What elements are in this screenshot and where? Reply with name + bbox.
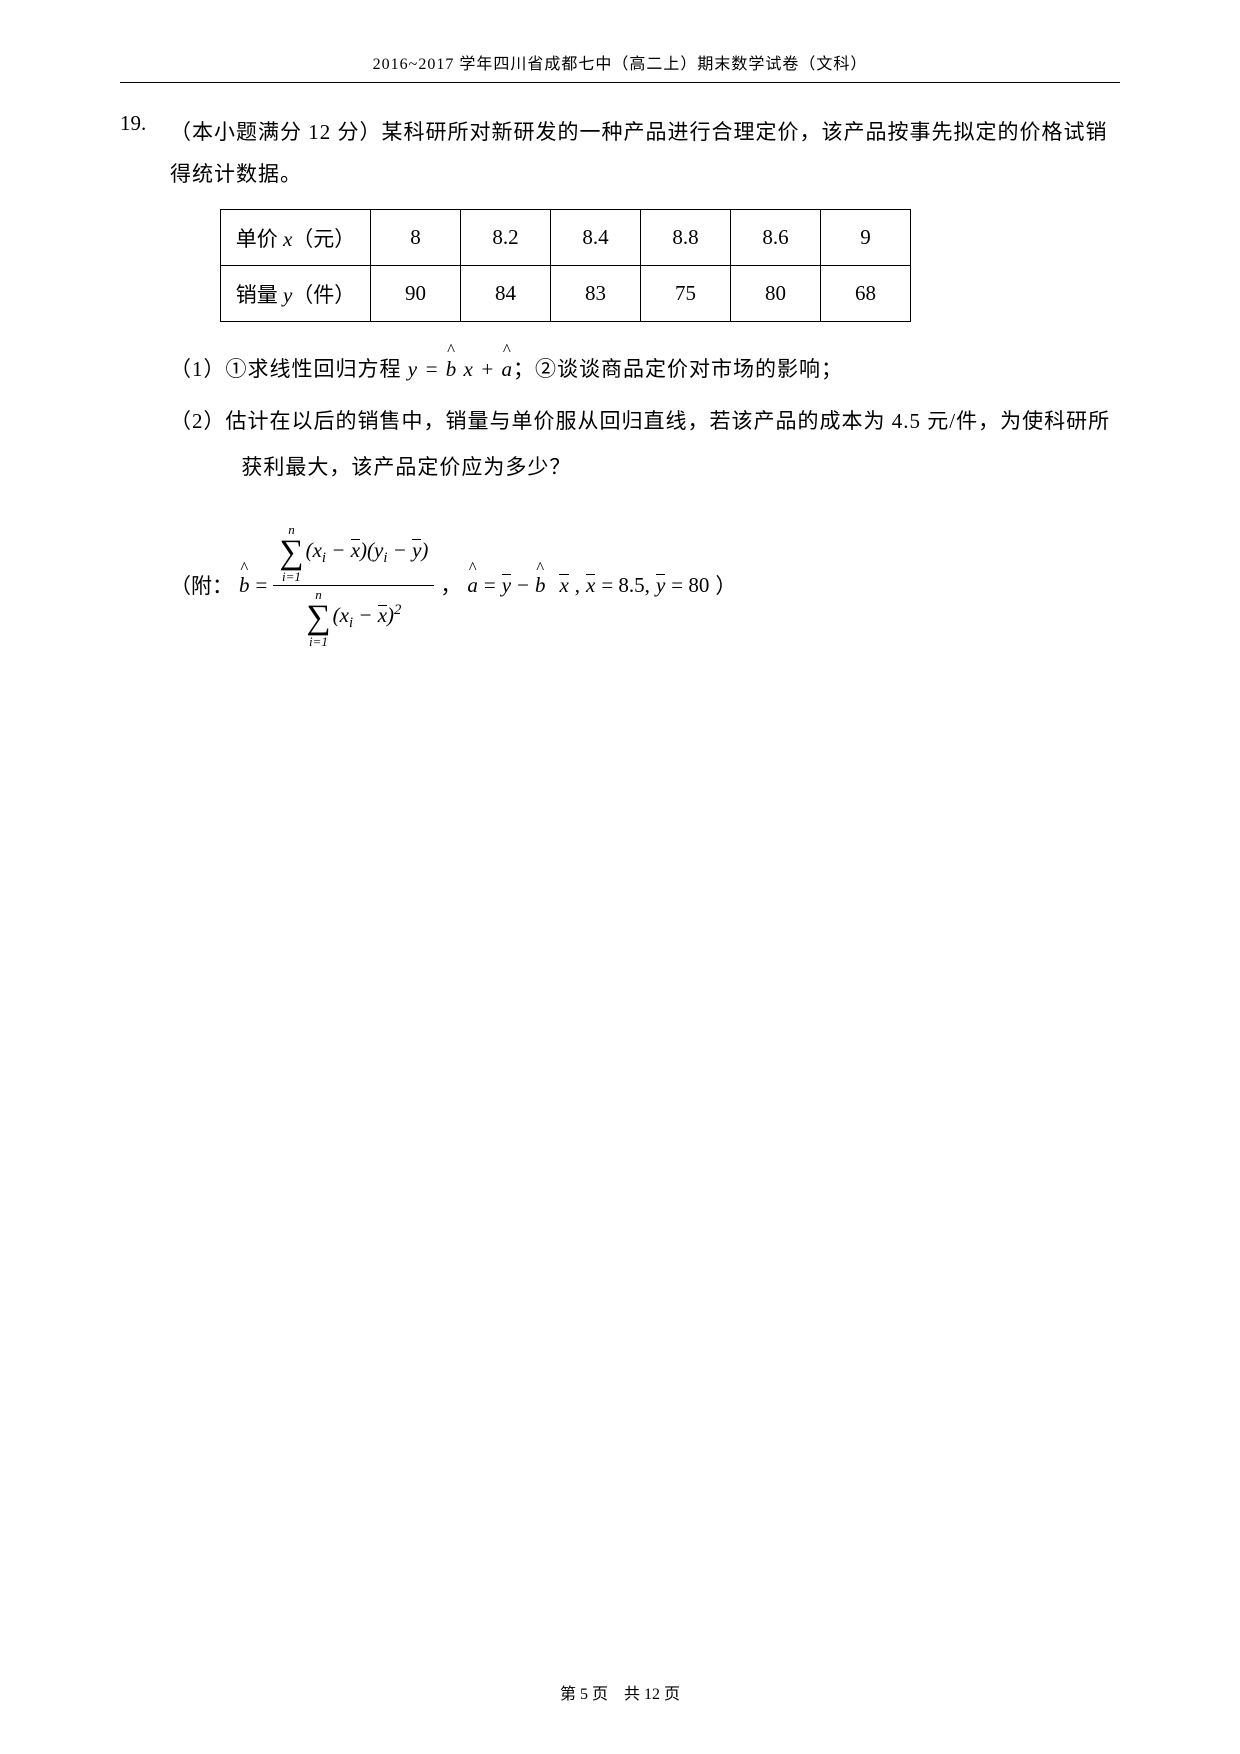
row2-label: 销量 xyxy=(236,283,283,307)
bhat: b xyxy=(535,573,546,598)
header-title: 2016~2017 学年四川省成都七中（高二上）期末数学试卷（文科） xyxy=(373,56,868,73)
num-part: (xi − x)(yi − y) xyxy=(306,538,429,567)
eq-y: y xyxy=(408,357,418,381)
page-header: 2016~2017 学年四川省成都七中（高二上）期末数学试卷（文科） xyxy=(120,50,1120,83)
row2-unit: （件） xyxy=(292,283,355,307)
row2-header: 销量 y（件） xyxy=(221,266,371,322)
stem-l1: 某科研所对新研发的一种产品进行合理定价，该产品按事先拟定的价格试销 xyxy=(382,120,1108,144)
t: ) xyxy=(421,538,428,562)
sub1-p1: ①求线性回归方程 xyxy=(226,357,408,381)
numerator: n ∑ i=1 (xi − x)(yi − y) xyxy=(273,521,434,585)
ybar: y xyxy=(656,573,665,598)
table-cell: 8 xyxy=(371,210,461,266)
sub-question-1: （1）①求线性回归方程 y = b x + a；②谈谈商品定价对市场的影响； xyxy=(170,346,1120,392)
data-table-wrap: 单价 x（元） 8 8.2 8.4 8.8 8.6 9 销量 y（件） 90 8… xyxy=(220,209,1120,322)
regression-equation: y = b x + a xyxy=(408,357,513,381)
ybar: y xyxy=(502,573,511,598)
sum-bot: i=1 xyxy=(282,570,301,583)
t: (x xyxy=(306,538,322,562)
question-stem-line1: （本小题满分 12 分）某科研所对新研发的一种产品进行合理定价，该产品按事先拟定… xyxy=(170,111,1108,153)
table-row: 销量 y（件） 90 84 83 75 80 68 xyxy=(221,266,911,322)
question-body: 19. （本小题满分 12 分）某科研所对新研发的一种产品进行合理定价，该产品按… xyxy=(120,111,1120,650)
sigma-icon: ∑ xyxy=(279,536,303,570)
row1-unit: （元） xyxy=(292,227,355,251)
exp: 2 xyxy=(394,602,401,618)
table-cell: 9 xyxy=(821,210,911,266)
f-eq: = xyxy=(256,573,268,598)
f-mid: ， xyxy=(440,570,461,600)
sub-question-2: （2）估计在以后的销售中，销量与单价服从回归直线，若该产品的成本为 4.5 元/… xyxy=(170,398,1120,490)
sub2-line2: 获利最大，该产品定价应为多少？ xyxy=(170,444,1120,490)
table-cell: 83 xyxy=(551,266,641,322)
xbar: x xyxy=(378,603,387,628)
sigma-icon: ∑ xyxy=(306,601,330,635)
table-row: 单价 x（元） 8 8.2 8.4 8.8 8.6 9 xyxy=(221,210,911,266)
row1-var: x xyxy=(283,227,292,251)
eq-plus: + xyxy=(474,357,502,381)
t: = 80 xyxy=(671,573,709,598)
page: 2016~2017 学年四川省成都七中（高二上）期末数学试卷（文科） 19. （… xyxy=(0,0,1240,650)
t: , xyxy=(575,573,580,598)
t: (x xyxy=(333,603,349,627)
table-cell: 8.6 xyxy=(731,210,821,266)
denominator: n ∑ i=1 (xi − x)2 xyxy=(300,586,407,650)
sub1-p2: ；②谈谈商品定价对市场的影响； xyxy=(513,357,843,381)
xbar: x xyxy=(351,538,360,563)
t: = 8.5, xyxy=(601,573,650,598)
table-cell: 90 xyxy=(371,266,461,322)
row1-label: 单价 xyxy=(236,227,283,251)
table-cell: 8.4 xyxy=(551,210,641,266)
xbar: x xyxy=(586,573,595,598)
table-cell: 8.2 xyxy=(461,210,551,266)
row1-header: 单价 x（元） xyxy=(221,210,371,266)
table-cell: 8.8 xyxy=(641,210,731,266)
t: − xyxy=(387,538,412,562)
formula-appendix: （附： b = n ∑ i=1 (xi − x)(yi − y) xyxy=(170,521,1120,650)
sub2-line1: 估计在以后的销售中，销量与单价服从回归直线，若该产品的成本为 4.5 元/件，为… xyxy=(226,409,1111,433)
eq-bhat: b xyxy=(446,346,458,392)
f-ahat: a xyxy=(467,573,478,598)
question-stem-row: 19. （本小题满分 12 分）某科研所对新研发的一种产品进行合理定价，该产品按… xyxy=(120,111,1120,153)
page-footer: 第 5 页 共 12 页 xyxy=(0,1680,1240,1704)
eq-x: x xyxy=(457,357,474,381)
footer-text: 第 5 页 共 12 页 xyxy=(560,1686,680,1703)
formula-suffix: ） xyxy=(715,570,736,600)
eq-ahat: a xyxy=(502,346,514,392)
question-number: 19. xyxy=(120,111,170,136)
sum-symbol: n ∑ i=1 xyxy=(306,588,330,648)
sum-symbol: n ∑ i=1 xyxy=(279,523,303,583)
t: ) xyxy=(387,603,394,627)
row2-var: y xyxy=(283,283,292,307)
sub1-label: （1） xyxy=(170,357,226,381)
f-bhat: b xyxy=(239,573,250,598)
t: − xyxy=(353,603,378,627)
t: )(y xyxy=(360,538,383,562)
xbar: x xyxy=(559,573,568,598)
table-cell: 75 xyxy=(641,266,731,322)
question-stem-line2: 得统计数据。 xyxy=(170,153,1120,195)
t: − xyxy=(517,573,529,598)
t: = xyxy=(484,573,496,598)
table-cell: 68 xyxy=(821,266,911,322)
table-cell: 80 xyxy=(731,266,821,322)
sub2-label: （2） xyxy=(170,409,226,433)
stem-prefix: （本小题满分 12 分） xyxy=(170,120,382,144)
table-cell: 84 xyxy=(461,266,551,322)
data-table: 单价 x（元） 8 8.2 8.4 8.8 8.6 9 销量 y（件） 90 8… xyxy=(220,209,911,322)
ybar: y xyxy=(412,538,421,563)
den-part: (xi − x)2 xyxy=(333,602,402,632)
eq-eq: = xyxy=(418,357,446,381)
t: − xyxy=(326,538,351,562)
fraction: n ∑ i=1 (xi − x)(yi − y) n ∑ i=1 xyxy=(273,521,434,650)
formula-prefix: （附： xyxy=(170,570,233,600)
sum-bot: i=1 xyxy=(309,635,328,648)
